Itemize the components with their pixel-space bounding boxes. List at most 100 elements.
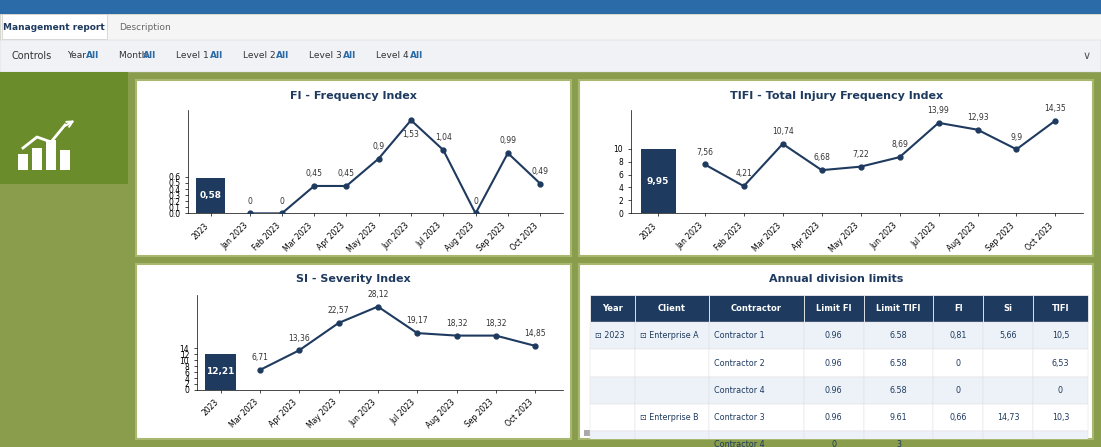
Bar [804, 377, 863, 404]
Text: 13,99: 13,99 [928, 106, 949, 115]
Bar [1033, 431, 1088, 447]
Text: 9,9: 9,9 [1011, 133, 1023, 142]
Text: 0,81: 0,81 [950, 331, 967, 341]
Text: 0.96: 0.96 [825, 386, 842, 395]
Text: Level 3: Level 3 [309, 51, 345, 60]
Text: 6.58: 6.58 [890, 358, 907, 367]
Bar [590, 377, 634, 404]
Bar [0, 14, 1101, 40]
Text: Contractor 4: Contractor 4 [715, 440, 765, 447]
Text: 19,17: 19,17 [406, 316, 428, 325]
Text: 0: 0 [956, 386, 961, 395]
Bar [709, 322, 804, 350]
Bar [1033, 322, 1088, 350]
Text: 13,36: 13,36 [288, 333, 310, 342]
Text: 12,21: 12,21 [206, 367, 235, 376]
Text: Level 2: Level 2 [243, 51, 279, 60]
Text: 0,45: 0,45 [306, 169, 323, 178]
Text: Month: Month [119, 51, 151, 60]
Bar [709, 295, 804, 322]
Text: 6,68: 6,68 [814, 153, 830, 162]
Bar [590, 322, 634, 350]
Bar [709, 350, 804, 377]
Text: Contractor 3: Contractor 3 [715, 413, 765, 422]
Bar [585, 430, 1088, 436]
Bar [804, 431, 863, 447]
Bar [0, 72, 128, 184]
Text: ⊡ 2023: ⊡ 2023 [595, 331, 624, 341]
Text: 0,58: 0,58 [200, 191, 221, 200]
Text: All: All [86, 51, 99, 60]
Bar [579, 263, 1093, 439]
Text: 28,12: 28,12 [368, 290, 389, 299]
Text: 18,32: 18,32 [486, 319, 506, 328]
Bar [934, 404, 983, 431]
Bar [1033, 404, 1088, 431]
Bar [0, 72, 128, 447]
Bar [590, 350, 634, 377]
Text: Contractor 2: Contractor 2 [715, 358, 765, 367]
Bar [983, 377, 1033, 404]
Text: 0: 0 [956, 358, 961, 367]
Text: 0,99: 0,99 [500, 136, 516, 145]
Bar [46, 140, 56, 170]
Text: 0: 0 [1058, 386, 1062, 395]
Bar [2, 14, 107, 39]
Text: Contractor: Contractor [731, 304, 782, 313]
Bar [804, 322, 863, 350]
Bar [983, 404, 1033, 431]
Text: Client: Client [658, 304, 686, 313]
Text: 0.96: 0.96 [825, 413, 842, 422]
Bar [196, 178, 226, 213]
Text: 8,69: 8,69 [891, 140, 908, 149]
Text: Si: Si [1004, 304, 1013, 313]
Text: 7,56: 7,56 [696, 148, 713, 157]
Bar [18, 154, 28, 170]
Text: ∨: ∨ [1083, 51, 1091, 61]
Bar [205, 354, 237, 390]
Text: 0: 0 [473, 197, 478, 206]
Bar [590, 404, 634, 431]
Text: 14,85: 14,85 [524, 329, 546, 338]
Bar [641, 149, 676, 213]
Text: 6,71: 6,71 [251, 353, 269, 362]
Text: 10,5: 10,5 [1051, 331, 1069, 341]
Text: 10,74: 10,74 [772, 127, 794, 136]
Bar [590, 295, 634, 322]
Bar [1033, 295, 1088, 322]
Bar [983, 322, 1033, 350]
Text: All: All [210, 51, 224, 60]
Bar [137, 263, 571, 439]
Bar [934, 431, 983, 447]
Text: 4,21: 4,21 [735, 169, 752, 178]
Text: Contractor 1: Contractor 1 [715, 331, 765, 341]
Bar [804, 295, 863, 322]
Text: 0: 0 [831, 440, 837, 447]
Text: FI - Frequency Index: FI - Frequency Index [291, 91, 417, 101]
Bar [32, 148, 42, 170]
Bar [934, 322, 983, 350]
Text: ⊡ Enterprise B: ⊡ Enterprise B [640, 413, 698, 422]
Text: 7,22: 7,22 [852, 150, 869, 159]
Bar [59, 150, 70, 170]
Text: 0,49: 0,49 [532, 167, 548, 176]
Text: 5,66: 5,66 [1000, 331, 1017, 341]
Bar [634, 295, 709, 322]
Bar [804, 404, 863, 431]
Text: Management report: Management report [3, 22, 105, 31]
Text: All: All [410, 51, 423, 60]
Text: TIFI - Total Injury Frequency Index: TIFI - Total Injury Frequency Index [730, 91, 942, 101]
Text: Level 1: Level 1 [176, 51, 211, 60]
Bar [0, 0, 1101, 14]
Text: 9.61: 9.61 [890, 413, 907, 422]
Text: 6.58: 6.58 [890, 331, 907, 341]
Bar [634, 322, 709, 350]
Text: 18,32: 18,32 [446, 319, 467, 328]
Bar [983, 431, 1033, 447]
Bar [934, 350, 983, 377]
Text: Limit FI: Limit FI [816, 304, 851, 313]
Bar [863, 404, 934, 431]
Bar [634, 350, 709, 377]
Bar [709, 377, 804, 404]
Text: All: All [276, 51, 290, 60]
